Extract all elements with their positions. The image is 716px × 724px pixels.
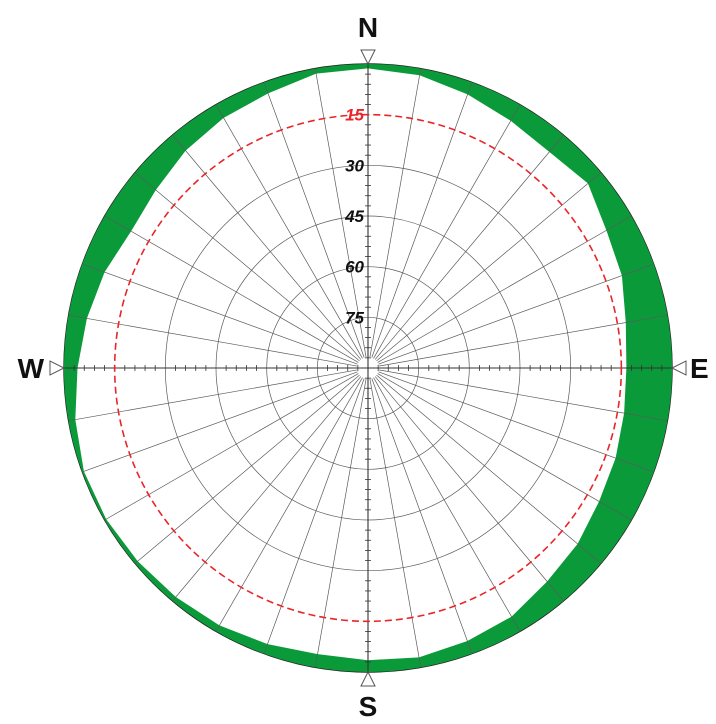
- north-tick-marker: [360, 49, 376, 66]
- radial-gridline: [374, 376, 564, 602]
- reference-elevation-circle: [113, 113, 623, 623]
- radial-gridline: [371, 82, 473, 358]
- radial-gridline: [373, 377, 521, 632]
- radial-gridline: [369, 378, 422, 668]
- radial-gridline: [134, 172, 360, 362]
- radial-gridline: [378, 263, 654, 365]
- east-tick-marker: [670, 360, 687, 376]
- radial-gridline: [104, 215, 359, 363]
- west-tick-marker: [49, 360, 66, 376]
- radial-gridline: [215, 377, 363, 632]
- radial-gridline: [134, 374, 360, 564]
- radial-gridline: [314, 378, 367, 668]
- north-label: N: [358, 12, 378, 43]
- radial-gridline: [378, 371, 654, 473]
- radial-gridline: [374, 134, 564, 360]
- elevation-ring-label: 75: [345, 308, 364, 327]
- radial-gridline: [215, 104, 363, 359]
- radial-gridline: [376, 374, 602, 564]
- polar-grid: [64, 64, 672, 672]
- radial-gridline: [314, 68, 367, 358]
- radial-gridline: [172, 134, 362, 360]
- south-tick-marker: [360, 670, 376, 687]
- radial-gridline: [376, 172, 602, 362]
- elevation-labels: 15 30 45 60 75: [344, 106, 364, 328]
- radial-gridline: [104, 373, 359, 521]
- radial-gridline: [373, 104, 521, 359]
- radial-gridline: [82, 263, 358, 365]
- west-label: W: [18, 353, 45, 384]
- south-label: S: [359, 691, 378, 722]
- radial-gridline: [68, 314, 358, 367]
- east-label: E: [690, 353, 709, 384]
- radial-gridline: [82, 371, 358, 473]
- radial-gridline: [378, 314, 668, 367]
- elevation-ring-label: 60: [345, 258, 364, 277]
- radial-gridline: [369, 68, 422, 358]
- radial-gridline: [377, 215, 632, 363]
- elevation-ring-label: 30: [345, 156, 364, 175]
- radial-gridline: [371, 378, 473, 654]
- elevation-ring-label: 45: [344, 207, 364, 226]
- radial-gridline: [378, 369, 668, 422]
- radial-gridline: [377, 373, 632, 521]
- radial-gridline: [263, 378, 365, 654]
- radial-gridline: [172, 376, 362, 602]
- cardinal-directions: N E S W: [18, 12, 709, 722]
- radial-gridline: [68, 369, 358, 422]
- radial-gridline: [263, 82, 365, 358]
- elevation-ring-label: 15: [345, 106, 364, 125]
